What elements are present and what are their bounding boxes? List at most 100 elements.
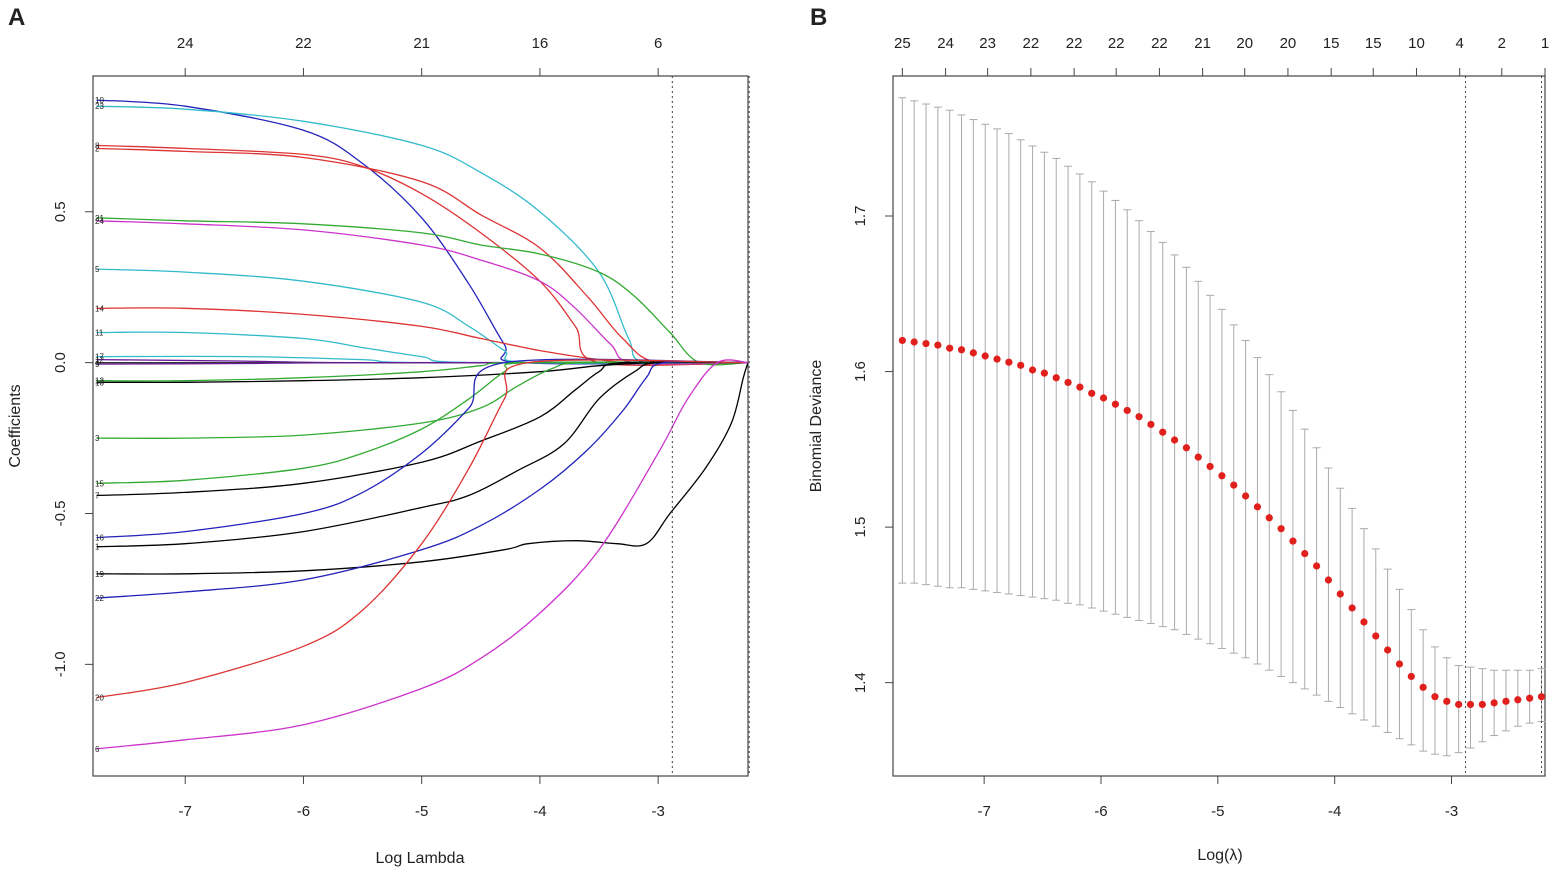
panel-b-toptick-label-0: 25 xyxy=(894,35,911,52)
panel-b-toptick-label-15: 1 xyxy=(1541,35,1549,52)
panel-b-ylabel: Binomial Deviance xyxy=(808,360,825,493)
deviance-point-10 xyxy=(1017,361,1025,369)
panel-b-y-ticks: 1.4 1.5 1.6 1.7 xyxy=(852,206,893,693)
panel-b-ytick-label-3: 1.7 xyxy=(852,206,869,227)
coef-path-5 xyxy=(96,268,749,365)
deviance-point-30 xyxy=(1253,503,1262,511)
deviance-point-44 xyxy=(1419,683,1427,691)
panel-b-toptick-label-2: 23 xyxy=(979,35,996,52)
panel-a-letter: A xyxy=(8,4,25,31)
deviance-point-32 xyxy=(1277,525,1285,533)
panel-a-x-ticks: -7 -6 -5 -4 -3 xyxy=(179,775,665,820)
deviance-point-17 xyxy=(1099,394,1108,402)
coef-path-7 xyxy=(96,361,749,497)
deviance-point-13 xyxy=(1052,374,1060,382)
coef-path-23 xyxy=(96,105,749,366)
panel-a-top-axis: 24 22 21 16 6 xyxy=(177,35,662,76)
panel-a-toptick-label-0: 24 xyxy=(177,35,194,52)
panel-b-toptick-label-13: 4 xyxy=(1456,35,1464,52)
panel-a-xtick-label-4: -3 xyxy=(651,803,664,820)
panel-a-toptick-label-3: 16 xyxy=(532,35,549,52)
deviance-point-24 xyxy=(1182,444,1191,452)
panel-a-ytick-label-1: 0.0 xyxy=(52,352,69,373)
deviance-point-40 xyxy=(1372,632,1380,640)
coef-path-label-23: 23 xyxy=(95,102,104,111)
panel-a-toptick-label-2: 21 xyxy=(413,35,430,52)
coef-path-label-17: 17 xyxy=(95,353,104,362)
panel-b-xtick-label-2: -5 xyxy=(1211,803,1224,820)
coef-path-label-13: 13 xyxy=(95,377,104,386)
coef-path-24 xyxy=(96,220,749,365)
deviance-point-21 xyxy=(1147,420,1155,429)
panel-b-error-bars xyxy=(898,97,1546,757)
deviance-point-37 xyxy=(1336,590,1344,598)
deviance-point-48 xyxy=(1466,700,1475,709)
deviance-point-15 xyxy=(1076,383,1084,391)
deviance-point-33 xyxy=(1289,537,1297,545)
panel-b-deviance-points xyxy=(898,336,1546,709)
panel-a-xlabel: Log Lambda xyxy=(376,850,465,867)
panel-a-ytick-label-0: 0.5 xyxy=(52,201,69,222)
coef-path-label-20: 20 xyxy=(95,694,104,703)
deviance-point-6 xyxy=(969,349,977,357)
coef-path-label-15: 15 xyxy=(95,479,104,488)
deviance-point-28 xyxy=(1230,481,1238,489)
deviance-point-29 xyxy=(1241,492,1250,500)
coef-path-label-16: 16 xyxy=(95,534,104,543)
coef-path-label-19: 19 xyxy=(95,570,104,579)
deviance-point-53 xyxy=(1526,694,1534,702)
panel-b-toptick-label-9: 20 xyxy=(1280,35,1297,52)
coef-path-1 xyxy=(96,361,749,548)
coef-path-label-7: 7 xyxy=(95,491,100,500)
panel-b-letter: B xyxy=(810,4,827,31)
panel-a-coefficient-paths xyxy=(96,99,749,750)
deviance-point-26 xyxy=(1206,462,1214,471)
coef-path-6 xyxy=(96,359,749,750)
coef-path-label-4: 4 xyxy=(95,359,100,368)
deviance-point-43 xyxy=(1407,672,1415,681)
deviance-point-46 xyxy=(1443,697,1451,705)
deviance-point-5 xyxy=(957,346,966,354)
coef-path-3 xyxy=(96,361,749,439)
deviance-point-35 xyxy=(1313,562,1321,570)
panel-a-vlines xyxy=(671,76,750,776)
panel-b-vlines xyxy=(1465,76,1542,776)
deviance-point-34 xyxy=(1301,549,1309,558)
coef-path-label-10: 10 xyxy=(95,96,104,105)
coef-path-label-14: 14 xyxy=(95,304,104,313)
panel-b-toptick-label-3: 22 xyxy=(1023,35,1040,52)
coef-path-label-11: 11 xyxy=(95,328,104,337)
panel-b-toptick-label-5: 22 xyxy=(1108,35,1125,52)
deviance-point-45 xyxy=(1431,693,1439,701)
panel-b-toptick-label-1: 24 xyxy=(937,35,954,52)
deviance-point-52 xyxy=(1514,696,1522,704)
panel-b-top-axis: 25 24 23 22 22 22 22 21 20 20 15 15 10 4 2 1 xyxy=(894,35,1549,76)
coef-path-label-3: 3 xyxy=(95,434,100,443)
coef-path-label-5: 5 xyxy=(95,265,100,274)
deviance-point-54 xyxy=(1537,693,1546,701)
deviance-point-2 xyxy=(922,339,930,348)
coef-path-label-2: 2 xyxy=(95,144,100,153)
panel-b-toptick-label-12: 10 xyxy=(1408,35,1425,52)
deviance-point-27 xyxy=(1218,472,1226,480)
panel-b-xtick-label-0: -7 xyxy=(977,803,990,820)
deviance-point-7 xyxy=(981,352,989,360)
panel-b-xtick-label-3: -4 xyxy=(1328,803,1341,820)
panel-b-ytick-label-1: 1.5 xyxy=(852,517,869,538)
deviance-point-47 xyxy=(1455,700,1463,709)
panel-b-x-ticks: -7 -6 -5 -4 -3 xyxy=(977,775,1458,820)
panel-b: B -7 -6 -5 -4 -3 1.41.51.61.7 25 24 23 22 22 22 22… xyxy=(808,4,1549,864)
panel-a-toptick-label-1: 22 xyxy=(295,35,312,52)
panel-b-toptick-label-10: 15 xyxy=(1323,35,1340,52)
panel-a-ytick-label-2: -0.5 xyxy=(52,501,69,527)
panel-b-toptick-label-6: 22 xyxy=(1151,35,1168,52)
panel-b-toptick-label-7: 21 xyxy=(1194,35,1211,52)
deviance-point-20 xyxy=(1135,413,1143,421)
coef-path-11 xyxy=(96,331,749,364)
deviance-point-25 xyxy=(1194,453,1202,461)
coef-path-10 xyxy=(96,99,749,365)
panel-a-ylabel: Coefficients xyxy=(7,384,24,467)
coef-path-label-1: 1 xyxy=(95,543,100,552)
